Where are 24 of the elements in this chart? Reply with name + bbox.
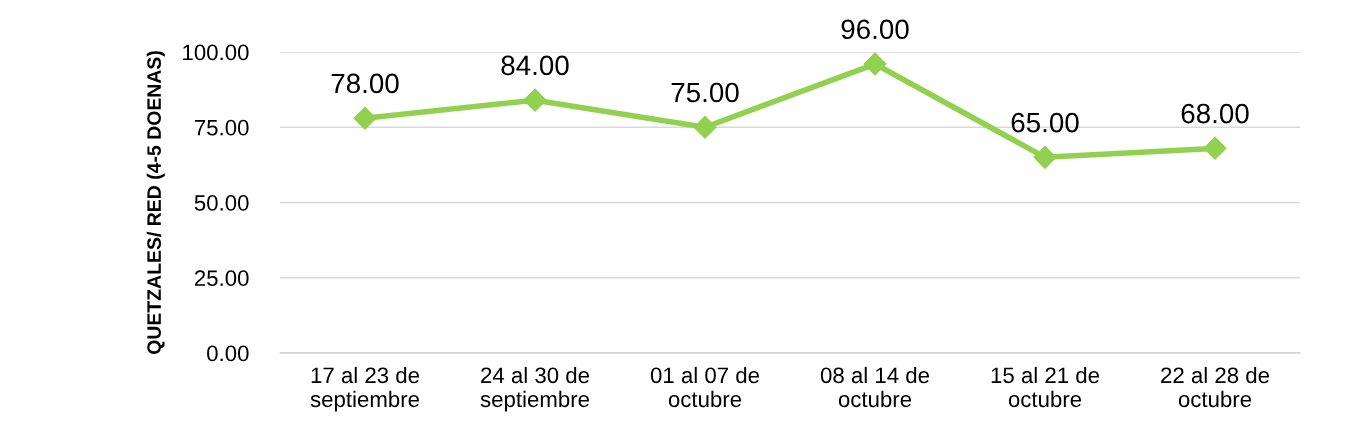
y-tick-label: 100.00 xyxy=(183,44,249,61)
point xyxy=(1203,136,1227,160)
y-tick-label: 50.00 xyxy=(194,195,249,211)
text: 84.00 xyxy=(501,55,569,76)
y-axis-title: QUETZALES/ RED (4-5 DOENAS) xyxy=(146,51,165,355)
text: 78.00 xyxy=(331,73,399,94)
x-tick-label: 15 al 21 de octubre xyxy=(991,366,1099,408)
y-tick-label: 25.00 xyxy=(194,270,249,287)
y-tick-label: 75.00 xyxy=(194,119,249,136)
point xyxy=(863,52,887,76)
point xyxy=(523,88,547,112)
point xyxy=(1033,145,1057,169)
x-tick-label: 17 al 23 de septiembre xyxy=(310,366,419,412)
x-tick-label: 01 al 07 de octubre xyxy=(650,366,759,408)
x-tick-label: 22 al 28 de octubre xyxy=(1161,366,1269,408)
x-tick-label: 08 al 14 de octubre xyxy=(820,366,929,408)
text: 96.00 xyxy=(841,19,909,40)
text: 75.00 xyxy=(671,82,739,103)
y-tick-label: 0.00 xyxy=(207,345,249,362)
x-tick-label: 24 al 30 de septiembre xyxy=(480,366,589,412)
text: 68.00 xyxy=(1181,103,1249,124)
point xyxy=(353,106,377,130)
text: 65.00 xyxy=(1011,112,1079,133)
point xyxy=(693,115,717,139)
